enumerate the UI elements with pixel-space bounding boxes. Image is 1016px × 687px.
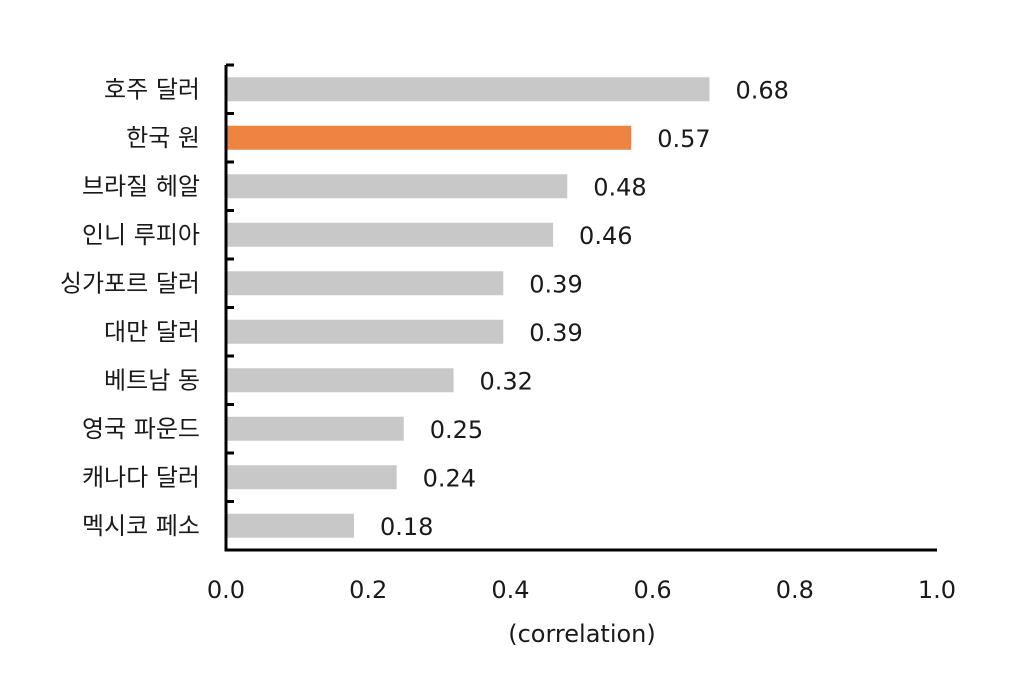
value-label-5: 0.39 — [529, 319, 582, 347]
bar-5 — [226, 319, 504, 344]
x-tick-label-1: 0.2 — [349, 576, 387, 604]
bar-3 — [226, 222, 554, 247]
bars-layer — [226, 77, 710, 538]
category-label-7: 영국 파운드 — [82, 415, 200, 443]
x-tick-label-3: 0.6 — [634, 576, 672, 604]
x-tick-label-4: 0.8 — [776, 576, 814, 604]
bar-8 — [226, 465, 397, 490]
value-label-9: 0.18 — [380, 513, 433, 541]
value-label-0: 0.68 — [735, 76, 788, 104]
x-axis-title: (correlation) — [508, 620, 656, 648]
bar-0 — [226, 77, 710, 102]
category-label-8: 캐나다 달러 — [82, 463, 200, 491]
axes-layer — [224, 63, 937, 552]
category-label-0: 호주 달러 — [104, 75, 200, 103]
category-label-9: 멕시코 페소 — [82, 512, 200, 540]
bar-1 — [226, 125, 632, 150]
value-label-4: 0.39 — [529, 270, 582, 298]
bar-4 — [226, 271, 504, 296]
x-tick-label-0: 0.0 — [207, 576, 245, 604]
value-label-6: 0.32 — [480, 367, 533, 395]
category-label-1: 한국 원 — [126, 124, 200, 152]
value-label-3: 0.46 — [579, 222, 632, 250]
bar-6 — [226, 368, 454, 393]
bar-9 — [226, 513, 354, 538]
value-label-8: 0.24 — [423, 464, 476, 492]
value-label-2: 0.48 — [593, 173, 646, 201]
category-label-2: 브라질 헤알 — [82, 172, 200, 200]
value-label-7: 0.25 — [430, 416, 483, 444]
category-label-6: 베트남 동 — [104, 366, 200, 394]
bar-2 — [226, 174, 568, 199]
labels-layer: 호주 달러 0.68 한국 원 0.57 브라질 헤알 0.48 인니 루피아 0.46 싱가포… — [60, 75, 956, 604]
category-label-4: 싱가포르 달러 — [60, 269, 200, 297]
category-label-5: 대만 달러 — [104, 318, 200, 346]
x-tick-label-2: 0.4 — [491, 576, 529, 604]
value-label-1: 0.57 — [657, 125, 710, 153]
x-tick-label-5: 1.0 — [918, 576, 956, 604]
bar-7 — [226, 416, 404, 441]
category-label-3: 인니 루피아 — [82, 221, 200, 249]
